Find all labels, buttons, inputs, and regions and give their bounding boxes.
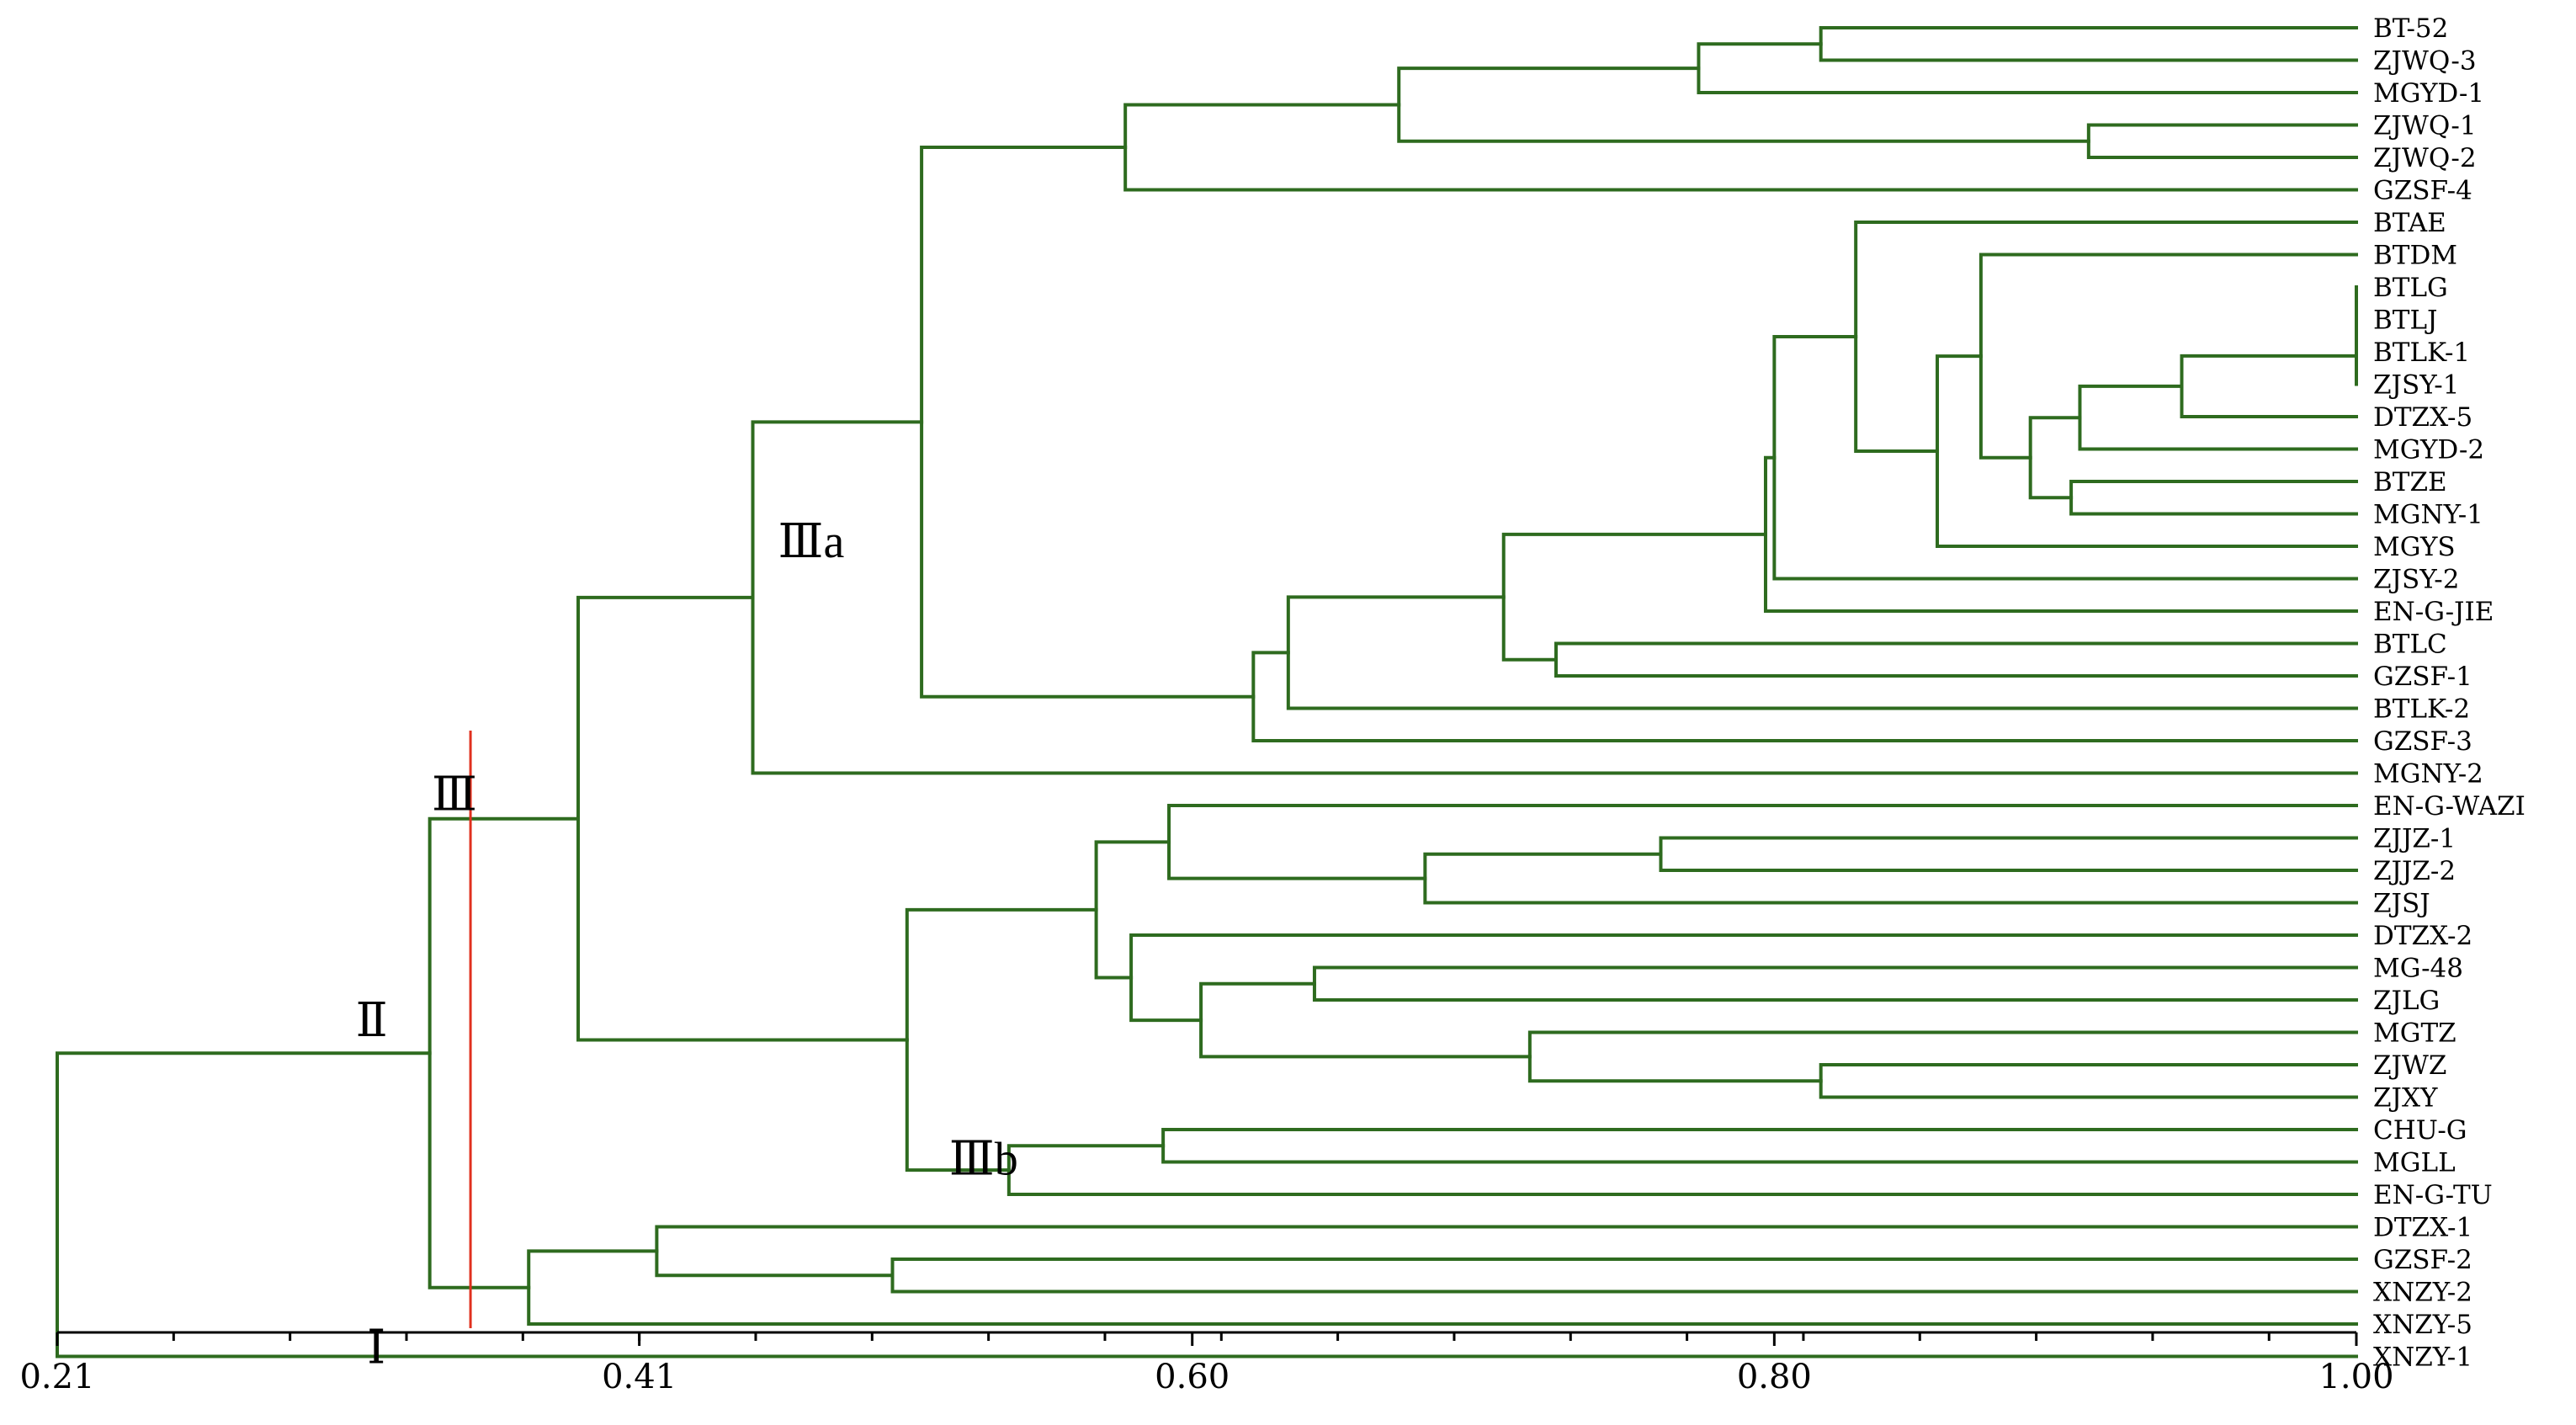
branch-n23 xyxy=(751,420,2358,775)
branch-n24 xyxy=(1659,836,2358,872)
leaf-label-zjlg: ZJLG xyxy=(2373,986,2440,1016)
branch-n34 xyxy=(1006,1144,2358,1196)
leaf-label-zjsy-1: ZJSY-1 xyxy=(2373,370,2459,401)
branch-n30 xyxy=(1199,981,1532,1059)
x-tick-label-0-41: 0.41 xyxy=(602,1358,677,1396)
leaf-label-xnzy-2: XNZY-2 xyxy=(2373,1278,2472,1308)
leaf-label-dtzx-1: DTZX-1 xyxy=(2373,1213,2472,1243)
leaf-label-chu-g: CHU-G xyxy=(2373,1115,2467,1146)
leaf-label-gzsf-4: GZSF-4 xyxy=(2373,176,2472,206)
branch-n18 xyxy=(1554,641,2358,678)
branch-n41 xyxy=(56,1051,2358,1359)
cluster-label-2: Ⅲb xyxy=(949,1134,1018,1186)
leaf-label-bt-52: BT-52 xyxy=(2373,13,2448,44)
leaf-label-btlg: BTLG xyxy=(2373,273,2448,303)
leaf-labels: BT-52ZJWQ-3MGYD-1ZJWQ-1ZJWQ-2GZSF-4BTAEB… xyxy=(2373,13,2526,1373)
leaf-label-gzsf-2: GZSF-2 xyxy=(2373,1245,2472,1275)
branch-n16 xyxy=(1772,335,2358,581)
branch-n21 xyxy=(1251,651,2358,742)
branch-n22 xyxy=(920,145,1256,699)
leaf-label-zjwz: ZJWZ xyxy=(2373,1050,2446,1081)
leaf-label-mgll: MGLL xyxy=(2373,1148,2456,1178)
leaf-label-zjsy-2: ZJSY-2 xyxy=(2373,565,2459,595)
leaf-label-zjwq-3: ZJWQ-3 xyxy=(2373,46,2477,77)
leaf-label-xnzy-5: XNZY-5 xyxy=(2373,1310,2472,1340)
leaf-label-mgny-2: MGNY-2 xyxy=(2373,759,2483,790)
branch-n3 xyxy=(2086,123,2358,159)
branch-n25 xyxy=(1423,852,2358,905)
leaf-label-en-g-jie: EN-G-JIE xyxy=(2373,597,2494,627)
branch-n19 xyxy=(1501,532,1767,662)
x-tick-label-1-00: 1.00 xyxy=(2318,1358,2393,1396)
leaf-label-zjxy: ZJXY xyxy=(2373,1083,2438,1114)
leaf-label-mgys: MGYS xyxy=(2373,532,2456,562)
branch-n5 xyxy=(1123,103,2358,192)
leaf-label-btdm: BTDM xyxy=(2373,241,2457,271)
cluster-label-4: Ⅱ xyxy=(356,995,388,1047)
branch-n26 xyxy=(1167,804,2358,880)
leaf-label-mgyd-2: MGYD-2 xyxy=(2373,435,2484,465)
leaf-label-btlk-1: BTLK-1 xyxy=(2373,338,2470,368)
leaf-label-btlj: BTLJ xyxy=(2373,306,2437,336)
leaf-label-gzsf-3: GZSF-3 xyxy=(2373,726,2472,757)
dendrogram-branches xyxy=(56,26,2358,1359)
x-tick-label-0-21: 0.21 xyxy=(19,1358,94,1396)
branch-n37 xyxy=(890,1258,2358,1294)
x-axis: 0.21 0.41 0.60 0.80 1.00 xyxy=(19,1331,2394,1396)
branch-n11 xyxy=(2069,480,2358,516)
leaf-label-mgny-1: MGNY-1 xyxy=(2373,500,2483,530)
x-tick-label-0-80: 0.80 xyxy=(1737,1358,1812,1396)
leaf-label-zjjz-1: ZJJZ-1 xyxy=(2373,824,2456,854)
branch-n29 xyxy=(1527,1030,2358,1083)
branch-n36 xyxy=(576,595,909,1042)
branch-n20 xyxy=(1286,595,2358,710)
leaf-label-zjwq-1: ZJWQ-1 xyxy=(2373,111,2477,141)
leaf-label-mgtz: MGTZ xyxy=(2373,1018,2456,1049)
leaf-label-xnzy-1: XNZY-1 xyxy=(2373,1343,2472,1373)
branch-n39 xyxy=(527,1249,2358,1326)
leaf-label-zjsj: ZJSJ xyxy=(2373,889,2430,919)
leaf-label-en-g-wazi: EN-G-WAZI xyxy=(2373,791,2526,822)
leaf-label-btze: BTZE xyxy=(2373,467,2447,497)
leaf-label-dtzx-2: DTZX-2 xyxy=(2373,921,2472,951)
branch-n33 xyxy=(1161,1128,2358,1164)
branch-n35 xyxy=(905,907,1098,1172)
leaf-label-mgyd-1: MGYD-1 xyxy=(2373,78,2484,109)
leaf-label-zjjz-2: ZJJZ-2 xyxy=(2373,856,2456,886)
cluster-label-1: Ⅲa xyxy=(778,516,845,568)
branch-n1 xyxy=(1819,26,2358,62)
branch-n2 xyxy=(1697,42,2358,94)
leaf-label-en-g-tu: EN-G-TU xyxy=(2373,1180,2493,1210)
leaf-label-gzsf-1: GZSF-1 xyxy=(2373,662,2472,692)
branch-n27 xyxy=(1312,965,2358,1002)
branch-n40 xyxy=(428,816,581,1289)
cluster-label-5: Ⅰ xyxy=(367,1322,385,1374)
leaf-label-zjwq-2: ZJWQ-2 xyxy=(2373,143,2477,173)
leaf-label-mg-48: MG-48 xyxy=(2373,954,2463,984)
cluster-label-3: Ⅲ xyxy=(432,769,477,822)
leaf-label-btlc: BTLC xyxy=(2373,630,2447,660)
branch-n28 xyxy=(1819,1063,2358,1099)
branch-n38 xyxy=(655,1225,2358,1278)
branch-n9 xyxy=(2180,354,2358,418)
leaf-label-dtzx-5: DTZX-5 xyxy=(2373,402,2472,433)
cluster-labels: Ⅲa Ⅲb Ⅲ Ⅱ Ⅰ xyxy=(356,516,1018,1374)
branch-n4 xyxy=(1397,66,2090,143)
leaf-label-btlk-2: BTLK-2 xyxy=(2373,694,2470,725)
leaf-label-btae: BTAE xyxy=(2373,208,2446,238)
x-tick-label-0-60: 0.60 xyxy=(1155,1358,1230,1396)
